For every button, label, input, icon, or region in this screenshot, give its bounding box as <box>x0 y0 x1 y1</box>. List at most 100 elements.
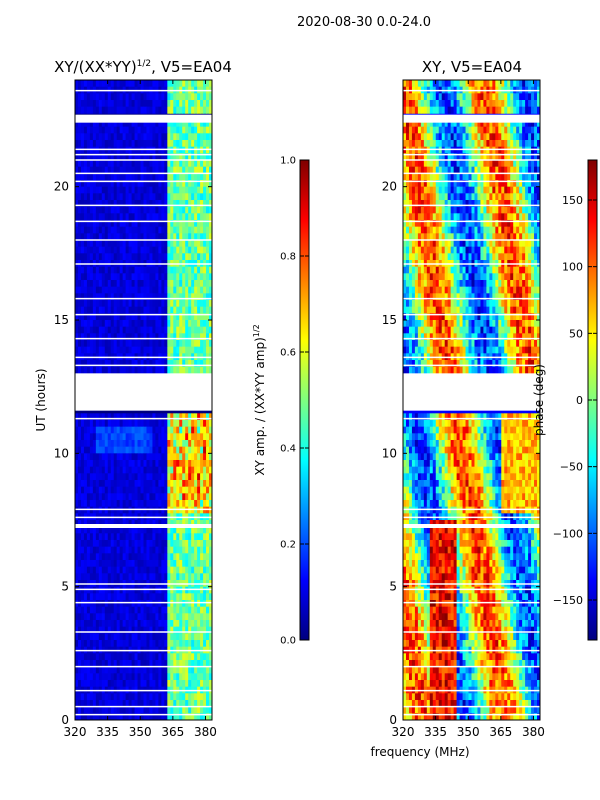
heatmap-cell <box>104 573 109 581</box>
heatmap-cell <box>170 440 174 448</box>
heatmap-cell <box>483 200 487 208</box>
heatmap-cell <box>176 160 180 168</box>
heatmap-cell <box>122 120 127 128</box>
heatmap-cell <box>182 613 186 621</box>
heatmap-cell <box>77 326 82 334</box>
heatmap-cell <box>107 220 112 228</box>
heatmap-cell <box>152 453 156 461</box>
heatmap-cell <box>194 500 198 508</box>
heatmap-cell <box>200 233 204 241</box>
heatmap-cell <box>534 146 538 154</box>
heatmap-cell <box>435 106 440 114</box>
heatmap-cell <box>75 240 79 248</box>
heatmap-cell <box>155 340 159 348</box>
heatmap-cell <box>188 266 192 274</box>
heatmap-cell <box>444 193 449 201</box>
heatmap-cell <box>83 640 88 648</box>
heatmap-cell <box>209 340 213 348</box>
heatmap-cell <box>122 126 127 134</box>
heatmap-cell <box>86 693 91 701</box>
heatmap-cell <box>104 206 109 214</box>
heatmap-cell <box>152 480 156 488</box>
heatmap-cell <box>128 660 132 668</box>
heatmap-cell <box>122 286 127 294</box>
heatmap-cell <box>403 133 407 141</box>
heatmap-cell <box>119 666 124 674</box>
heatmap-cell <box>206 426 210 434</box>
heatmap-cell <box>167 440 171 448</box>
heatmap-cell <box>107 446 112 454</box>
heatmap-cell <box>143 273 147 281</box>
heatmap-cell <box>191 533 195 541</box>
heatmap-cell <box>110 560 115 568</box>
heatmap-cell <box>75 573 79 581</box>
heatmap-cell <box>122 660 127 668</box>
heatmap-cell <box>89 433 94 441</box>
heatmap-cell <box>89 120 94 128</box>
heatmap-cell <box>92 673 97 681</box>
heatmap-cell <box>152 160 156 168</box>
heatmap-cell <box>161 620 165 628</box>
heatmap-cell <box>161 126 165 134</box>
heatmap-cell <box>158 366 162 374</box>
heatmap-cell <box>101 173 106 181</box>
heatmap-cell <box>158 160 162 168</box>
heatmap-cell <box>176 346 180 354</box>
heatmap-cell <box>86 673 91 681</box>
heatmap-cell <box>143 100 147 108</box>
heatmap-cell <box>164 666 168 674</box>
heatmap-cell <box>426 180 431 188</box>
heatmap-cell <box>164 340 168 348</box>
heatmap-cell <box>146 533 150 541</box>
heatmap-cell <box>209 253 213 261</box>
heatmap-cell <box>507 193 511 201</box>
heatmap-cell <box>537 193 541 201</box>
heatmap-cell <box>173 540 177 548</box>
heatmap-cell <box>167 600 171 608</box>
heatmap-cell <box>125 420 130 428</box>
heatmap-cell <box>191 286 195 294</box>
heatmap-cell <box>206 660 210 668</box>
heatmap-cell <box>507 140 511 148</box>
heatmap-cell <box>149 706 153 714</box>
heatmap-cell <box>128 160 132 168</box>
heatmap-cell <box>131 213 135 221</box>
heatmap-cell <box>176 206 180 214</box>
heatmap-cell <box>453 126 458 134</box>
heatmap-cell <box>173 633 177 641</box>
heatmap-cell <box>158 106 162 114</box>
heatmap-cell <box>188 640 192 648</box>
heatmap-cell <box>98 140 103 148</box>
heatmap-cell <box>161 153 165 161</box>
heatmap-cell <box>155 186 159 194</box>
heatmap-cell <box>119 180 124 188</box>
heatmap-cell <box>456 166 460 174</box>
heatmap-cell <box>498 120 502 128</box>
heatmap-cell <box>209 200 213 208</box>
heatmap-cell <box>477 193 481 201</box>
heatmap-cell <box>528 153 532 161</box>
heatmap-cell <box>420 93 425 101</box>
heatmap-cell <box>459 106 463 114</box>
heatmap-cell <box>170 186 174 194</box>
heatmap-cell <box>423 126 428 134</box>
heatmap-cell <box>203 300 207 308</box>
heatmap-cell <box>203 506 207 514</box>
heatmap-cell <box>131 620 135 628</box>
heatmap-cell <box>75 500 79 508</box>
heatmap-cell <box>119 306 124 314</box>
heatmap-cell <box>411 193 416 201</box>
heatmap-cell <box>128 493 132 501</box>
heatmap-cell <box>185 586 189 594</box>
heatmap-cell <box>116 166 121 174</box>
heatmap-cell <box>131 333 135 341</box>
heatmap-cell <box>197 693 201 701</box>
heatmap-cell <box>119 673 124 681</box>
heatmap-cell <box>116 453 121 461</box>
heatmap-cell <box>95 106 100 114</box>
heatmap-cell <box>128 226 132 234</box>
heatmap-cell <box>441 126 446 134</box>
heatmap-cell <box>480 80 484 88</box>
heatmap-cell <box>98 480 103 488</box>
heatmap-cell <box>203 133 207 141</box>
